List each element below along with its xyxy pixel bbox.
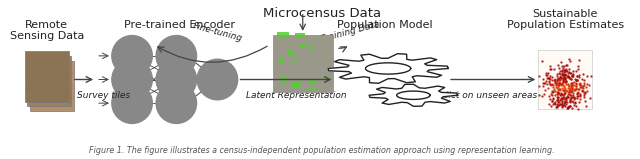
FancyBboxPatch shape [288, 50, 294, 55]
FancyBboxPatch shape [323, 77, 328, 80]
Text: Figure 1. The figure illustrates a census-independent population estimation appr: Figure 1. The figure illustrates a censu… [89, 146, 554, 155]
Polygon shape [365, 63, 411, 74]
FancyBboxPatch shape [24, 51, 69, 102]
FancyBboxPatch shape [300, 43, 305, 48]
FancyBboxPatch shape [273, 35, 333, 92]
Ellipse shape [112, 83, 152, 123]
Polygon shape [369, 84, 458, 106]
Polygon shape [397, 91, 430, 99]
FancyBboxPatch shape [295, 33, 305, 38]
FancyBboxPatch shape [27, 56, 72, 106]
Polygon shape [328, 54, 448, 83]
Text: Fine-tuning: Fine-tuning [191, 21, 243, 43]
Ellipse shape [156, 36, 196, 76]
Text: Predict on unseen areas: Predict on unseen areas [428, 90, 538, 100]
Text: Training Data: Training Data [320, 20, 381, 44]
Ellipse shape [112, 36, 152, 76]
Ellipse shape [156, 59, 196, 100]
FancyBboxPatch shape [291, 82, 301, 86]
FancyBboxPatch shape [538, 50, 592, 109]
FancyBboxPatch shape [276, 32, 289, 38]
FancyBboxPatch shape [29, 61, 74, 111]
Text: Remote
Sensing Data: Remote Sensing Data [10, 20, 84, 41]
FancyBboxPatch shape [282, 76, 286, 83]
Ellipse shape [112, 59, 152, 100]
Text: Sustainable
Population Estimates: Sustainable Population Estimates [506, 9, 623, 30]
FancyBboxPatch shape [291, 59, 298, 62]
Text: Pre-trained Encoder: Pre-trained Encoder [124, 20, 235, 30]
FancyBboxPatch shape [280, 57, 284, 64]
Text: Microcensus Data: Microcensus Data [262, 7, 381, 20]
FancyBboxPatch shape [309, 44, 312, 52]
Text: Survey tiles: Survey tiles [77, 90, 130, 100]
Text: Population Model: Population Model [337, 20, 433, 30]
FancyBboxPatch shape [310, 80, 316, 84]
Ellipse shape [197, 59, 237, 100]
Ellipse shape [156, 83, 196, 123]
Text: Latent Representation: Latent Representation [246, 90, 347, 100]
FancyBboxPatch shape [308, 87, 317, 90]
